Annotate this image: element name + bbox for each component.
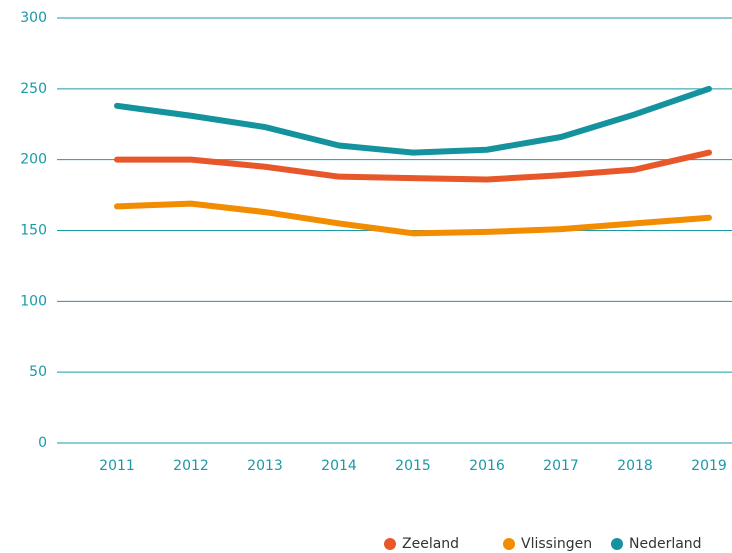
y-tick-label: 100 xyxy=(20,293,47,309)
line-series xyxy=(114,85,712,156)
x-tick-label: 2012 xyxy=(173,458,209,474)
legend-marker xyxy=(611,538,623,550)
x-tick-label: 2014 xyxy=(321,458,357,474)
x-tick-label: 2019 xyxy=(691,458,727,474)
y-tick-label: 200 xyxy=(20,152,47,168)
legend-label: Zeeland xyxy=(402,536,459,552)
x-tick-label: 2016 xyxy=(469,458,505,474)
y-tick-label: 50 xyxy=(29,364,47,380)
y-tick-label: 150 xyxy=(20,223,47,239)
legend-marker xyxy=(384,538,396,550)
y-tick-label: 0 xyxy=(38,435,47,451)
line-series xyxy=(114,200,712,237)
y-tick-label: 250 xyxy=(20,81,47,97)
legend-label: Vlissingen xyxy=(521,536,592,552)
x-tick-label: 2011 xyxy=(99,458,135,474)
legend-label: Nederland xyxy=(629,536,702,552)
x-tick-label: 2013 xyxy=(247,458,283,474)
x-tick-label: 2017 xyxy=(543,458,579,474)
y-tick-label: 300 xyxy=(20,10,47,26)
x-tick-label: 2015 xyxy=(395,458,431,474)
legend-marker xyxy=(503,538,515,550)
x-tick-label: 2018 xyxy=(617,458,653,474)
line-series xyxy=(114,149,712,183)
